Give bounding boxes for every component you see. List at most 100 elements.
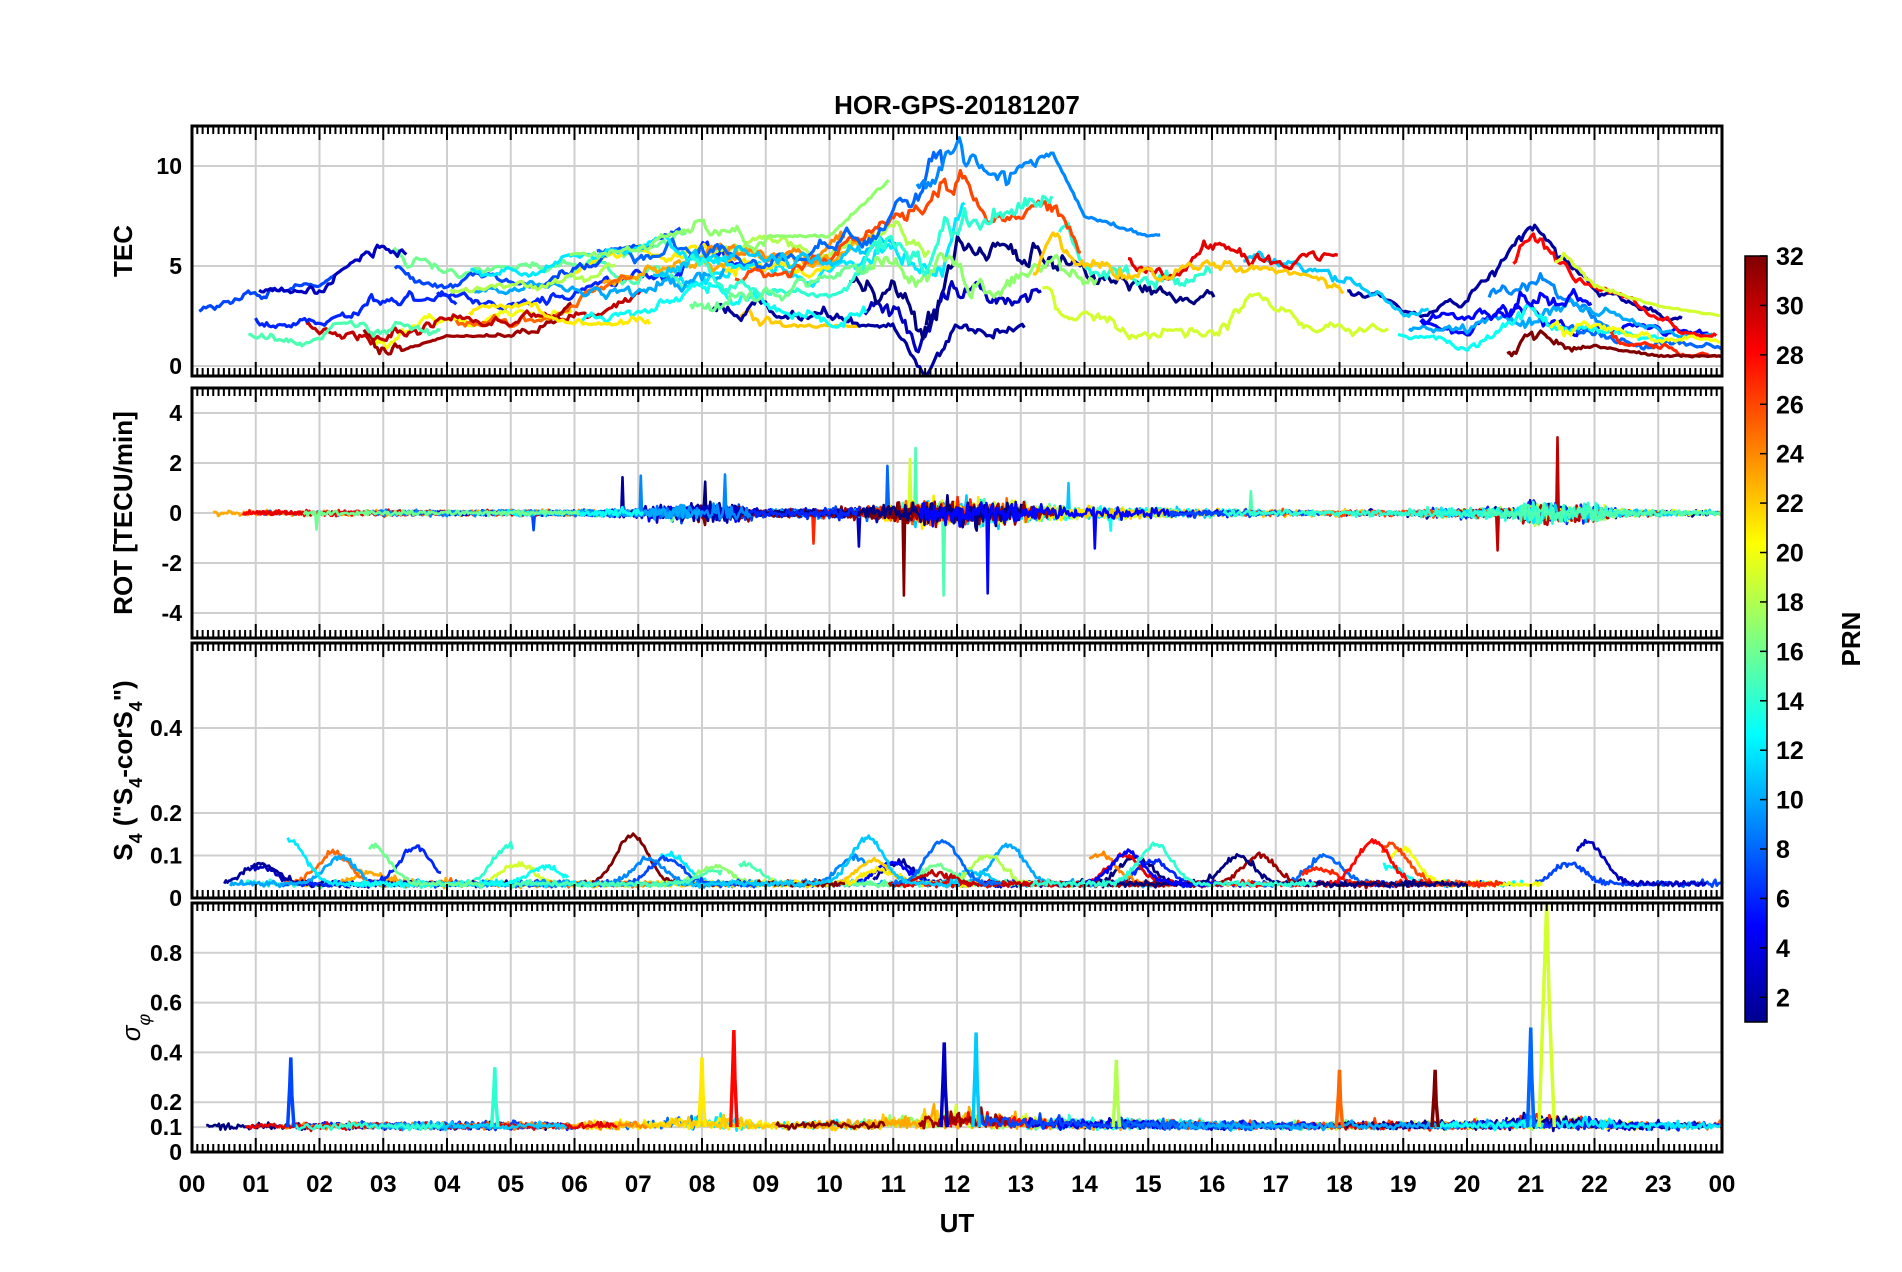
tec-trace-prn-8 [1564, 324, 1722, 351]
tec-trace-prn-11 [652, 236, 898, 278]
y-tick-label: 0.4 [150, 715, 182, 741]
x-tick-label: 08 [689, 1171, 716, 1198]
tec-trace-prn-10 [473, 267, 726, 301]
x-tick-label: 09 [752, 1171, 779, 1198]
tec-trace-prn-7 [198, 273, 337, 313]
x-tick-label: 00 [179, 1171, 206, 1198]
x-tick-label: 10 [816, 1171, 843, 1198]
tec-trace-prn-9 [915, 136, 1161, 238]
tec-trace-prn-15 [248, 319, 441, 348]
tec-trace-prn-18 [449, 262, 617, 294]
x-tick-label: 14 [1071, 1171, 1098, 1198]
colorbar-tick-label: 32 [1776, 243, 1804, 271]
sigma-spike [489, 1067, 500, 1128]
colorbar-tick-label: 14 [1776, 688, 1804, 716]
rot-trace-prn-16 [302, 508, 580, 531]
x-tick-label: 07 [625, 1171, 652, 1198]
x-tick-label: 04 [434, 1171, 461, 1198]
s4-trace-prn-3 [1575, 838, 1708, 888]
tec-trace-prn-30 [305, 289, 643, 346]
y-tick-label: 0.1 [150, 843, 182, 869]
colorbar-gradient [1744, 255, 1768, 1023]
colorbar-label: PRN [1836, 612, 1866, 667]
y-tick-label: 0.2 [150, 800, 182, 826]
y-tick-label: 0 [169, 500, 182, 526]
y-tick-label: 0 [169, 353, 182, 379]
tec-trace-prn-20 [1549, 319, 1721, 345]
rot-trace-prn-5 [918, 500, 1241, 595]
series-group-tec [198, 136, 1722, 376]
sigma-trace-prn-14 [292, 1121, 444, 1132]
colorbar-tick-label: 20 [1776, 540, 1804, 568]
tec-trace-prn-3 [863, 280, 1042, 354]
colorbar-tick-label: 2 [1776, 984, 1790, 1012]
panel-rot: -4 -2 0 2 4 ROT [TECU/min] [108, 386, 1724, 640]
tec-trace-prn-22 [1032, 231, 1345, 295]
colorbar-tick-label: 18 [1776, 589, 1804, 617]
x-tick-label: 11 [881, 1171, 906, 1198]
tec-trace-prn-10 [1407, 298, 1713, 339]
tec-trace-prn-19 [1042, 285, 1389, 341]
y-tick-label: 10 [156, 153, 182, 179]
colorbar-tick-label: 22 [1776, 490, 1804, 518]
y-tick-label: 5 [169, 253, 182, 279]
tec-trace-prn-8 [596, 149, 945, 270]
colorbar-tick-label: 4 [1776, 935, 1790, 963]
y-tick-label: 4 [169, 400, 182, 426]
tec-trace-prn-6 [254, 290, 458, 330]
s4-trace-prn-8 [891, 839, 1002, 887]
x-tick-label: 23 [1645, 1171, 1672, 1198]
sigma-spike [728, 1029, 739, 1128]
tec-trace-prn-19 [1554, 251, 1721, 318]
tec-trace-prn-3 [258, 243, 408, 295]
colorbar-tick-label: 8 [1776, 836, 1790, 864]
tec-trace-prn-9 [1487, 272, 1611, 331]
series-group-rot [212, 435, 1722, 597]
rot-trace-prn-30 [1452, 435, 1662, 552]
colorbar-tick-label: 10 [1776, 787, 1804, 815]
y-axis-label-rot: ROT [TECU/min] [108, 411, 138, 615]
y-axis-label-sigma: σφ [116, 1014, 154, 1042]
sigma-spike [1334, 1069, 1345, 1128]
tec-trace-prn-32 [1506, 329, 1722, 359]
x-tick-label: 06 [561, 1171, 588, 1198]
tec-trace-prn-26 [734, 168, 1081, 284]
rot-trace-prn-14 [1222, 500, 1635, 526]
sigma-trace-prn-13 [1435, 1116, 1544, 1132]
colorbar-tick-label: 30 [1776, 292, 1804, 320]
sigma-trace-prn-32 [775, 1120, 886, 1131]
y-tick-label: 2 [169, 450, 182, 476]
x-tick-label: 17 [1262, 1171, 1289, 1198]
y-tick-label: 0.4 [150, 1039, 182, 1065]
series-group-sigma [206, 903, 1722, 1133]
sigma-spike [1430, 1069, 1441, 1128]
x-tick-label: 02 [306, 1171, 333, 1198]
series-group-s4 [223, 832, 1722, 890]
y-tick-label: 0 [169, 1139, 182, 1165]
panel-sigma: 00.10.2 0.4 0.6 0.8 σφ 00 01 02 03 04 05 06 07 08 09 10… [116, 901, 1736, 1198]
sigma-spike [697, 1057, 707, 1128]
y-tick-label: 0 [169, 885, 182, 911]
x-tick-label: 05 [497, 1171, 524, 1198]
rot-trace-prn-15 [1482, 502, 1722, 526]
x-tick-label: 19 [1390, 1171, 1417, 1198]
x-axis-label: UT [940, 1208, 975, 1238]
chart-title: HOR-GPS-20181207 [834, 90, 1080, 120]
x-tick-label: 12 [944, 1171, 971, 1198]
y-tick-label: 0.6 [150, 990, 182, 1016]
tec-trace-prn-17 [857, 251, 1099, 300]
tec-trace-prn-17 [569, 178, 890, 260]
x-tick-label: 20 [1454, 1171, 1481, 1198]
x-tick-label: 00 [1709, 1171, 1736, 1198]
colorbar-tick-label: 28 [1776, 342, 1804, 370]
x-tick-label: 22 [1581, 1171, 1608, 1198]
tec-trace-prn-1 [848, 275, 941, 341]
s4-trace-prn-10 [229, 854, 368, 889]
y-axis-label-tec: TEC [108, 225, 138, 277]
y-tick-label: 0.2 [150, 1089, 182, 1115]
sigma-spike [1525, 1027, 1536, 1128]
tec-trace-prn-2 [1346, 223, 1683, 322]
sigma-spike [1111, 1059, 1122, 1128]
s4-trace-prn-16 [367, 842, 485, 889]
